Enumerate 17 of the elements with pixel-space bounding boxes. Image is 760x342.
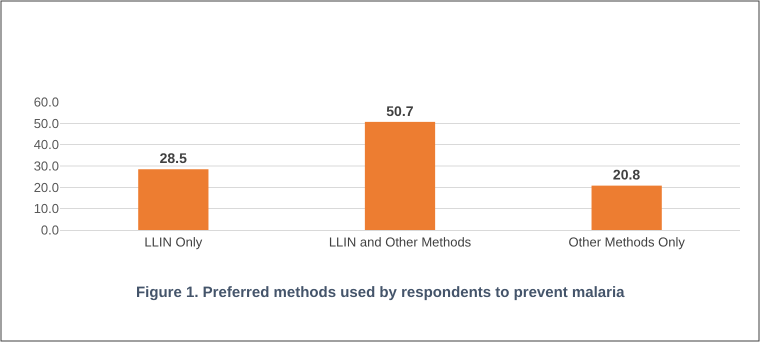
bar <box>138 169 208 230</box>
y-tick-label: 50.0 <box>34 116 59 131</box>
data-label: 28.5 <box>160 150 188 166</box>
data-label: 20.8 <box>612 166 640 183</box>
y-tick-label: 30.0 <box>34 158 59 174</box>
bar <box>592 186 662 230</box>
y-tick-label: 0.0 <box>40 222 59 238</box>
y-tick-label: 60.0 <box>34 94 59 110</box>
y-tick-label: 10.0 <box>34 201 59 216</box>
y-tick-label: 40.0 <box>34 137 59 152</box>
x-tick-label: LLIN and Other Methods <box>328 234 472 250</box>
x-tick-label: Other Methods Only <box>568 234 686 250</box>
bar <box>364 122 436 230</box>
y-tick-label: 20.0 <box>34 180 59 195</box>
data-label: 50.7 <box>386 102 414 119</box>
caption: Figure 1. Preferred methods used by respondents to prevent malaria <box>136 284 626 301</box>
x-tick-label: LLIN Only <box>144 234 203 250</box>
